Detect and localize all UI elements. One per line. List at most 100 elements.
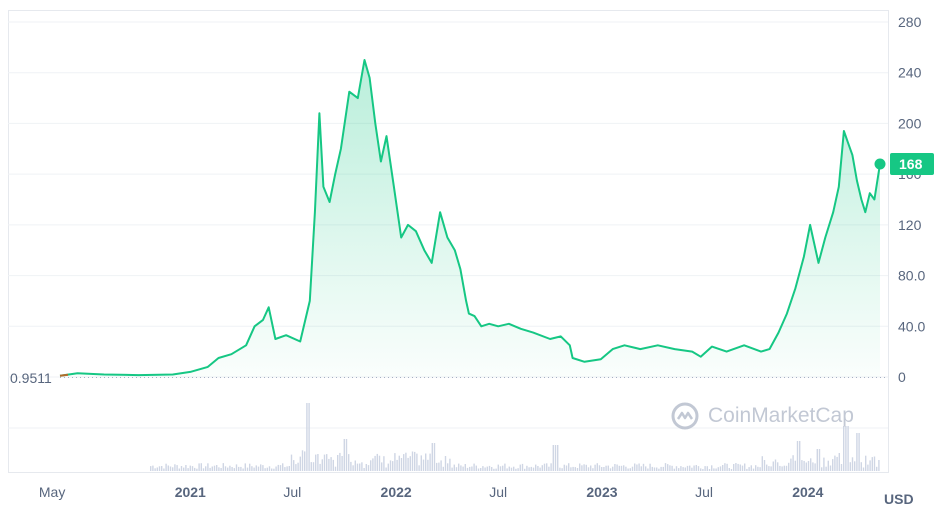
volume-bar (768, 466, 770, 471)
volume-bar (818, 449, 821, 471)
volume-bar (832, 459, 834, 471)
volume-bar (352, 465, 354, 471)
volume-bar (440, 460, 442, 471)
volume-bar (339, 452, 341, 471)
volume-bar (169, 466, 172, 471)
volume-bar (843, 426, 845, 471)
volume-bar (653, 467, 656, 471)
volume-bar (535, 464, 537, 471)
volume-bar (735, 463, 737, 471)
volume-bar (471, 466, 473, 471)
volume-bar (405, 452, 407, 471)
volume-bar (598, 465, 601, 471)
volume-bar (851, 457, 854, 471)
volume-bar (645, 466, 647, 471)
volume-bar (361, 462, 363, 471)
volume-bar (594, 464, 596, 471)
volume-bar (211, 466, 213, 471)
volume-bar (154, 468, 156, 471)
price-area (60, 60, 880, 377)
volume-bar (161, 466, 163, 471)
volume-bar (306, 403, 308, 471)
volume-bar (541, 465, 543, 471)
volume-bar (671, 465, 673, 471)
volume-bar (574, 467, 576, 471)
volume-bar (528, 467, 530, 471)
volume-bar (301, 450, 304, 471)
volume-bar (222, 463, 224, 471)
volume-bar (612, 466, 614, 471)
y-tick-label: 240 (898, 65, 922, 81)
volume-bar (796, 441, 799, 471)
volume-bar (323, 454, 326, 471)
x-tick-label: 2022 (381, 484, 412, 500)
volume-bar (409, 456, 411, 471)
volume-bar (647, 468, 649, 471)
volume-bar (623, 465, 625, 471)
price-line (59, 59, 881, 377)
volume-bar (702, 469, 704, 471)
volume-bar (724, 463, 726, 471)
volume-bar (807, 461, 810, 471)
volume-bar (519, 464, 521, 471)
volume-bar (576, 468, 579, 471)
volume-bar (436, 462, 438, 471)
volume-bar (381, 462, 383, 471)
volume-bar (396, 459, 398, 471)
volume-bar (532, 467, 535, 471)
volume-bar (187, 468, 189, 471)
volume-bar (295, 464, 297, 471)
volume-bar (458, 463, 460, 471)
volume-bar (750, 465, 752, 471)
volume-bar (473, 463, 475, 471)
volume-bar (416, 453, 418, 471)
volume-bar (865, 455, 867, 471)
volume-bar (447, 463, 449, 471)
current-price-dot[interactable] (874, 158, 886, 170)
volume-bars (150, 403, 880, 471)
volume-bar (343, 439, 345, 471)
volume-bar (383, 456, 385, 471)
volume-bar (557, 445, 559, 471)
volume-bar (583, 464, 585, 471)
volume-bar (620, 465, 623, 471)
volume-bar (196, 468, 198, 471)
volume-bar (697, 466, 700, 471)
volume-bar (651, 466, 653, 471)
volume-bar (200, 463, 202, 471)
volume-bar (394, 453, 396, 471)
volume-bar (407, 457, 409, 471)
y-tick-label: 40.0 (898, 318, 925, 334)
volume-bar (506, 468, 508, 471)
volume-bar (515, 468, 517, 471)
volume-bar (321, 459, 323, 471)
volume-bar (194, 467, 196, 471)
x-tick-label: 2024 (792, 484, 823, 500)
y-tick-label: 200 (898, 115, 922, 131)
volume-bar (264, 468, 266, 471)
volume-bar (172, 467, 174, 471)
volume-bar (603, 467, 605, 471)
volume-bar (229, 465, 231, 471)
volume-bar (869, 460, 871, 471)
volume-bar (752, 468, 755, 471)
volume-bar (392, 461, 394, 471)
volume-bar (550, 463, 552, 471)
volume-bar (640, 466, 642, 471)
volume-bar (854, 461, 856, 471)
volume-bar (240, 466, 242, 471)
volume-bar (290, 454, 293, 471)
volume-bar (202, 468, 205, 471)
volume-bar (220, 468, 222, 471)
volume-bar (493, 468, 495, 471)
volume-bar (675, 466, 678, 471)
volume-bar (680, 466, 682, 471)
volume-bar (563, 464, 565, 471)
volume-bar (282, 463, 284, 471)
volume-bar (484, 467, 486, 471)
volume-bar (739, 464, 741, 471)
volume-bar (376, 453, 378, 471)
volume-bar (513, 466, 515, 471)
volume-bar (728, 468, 730, 471)
